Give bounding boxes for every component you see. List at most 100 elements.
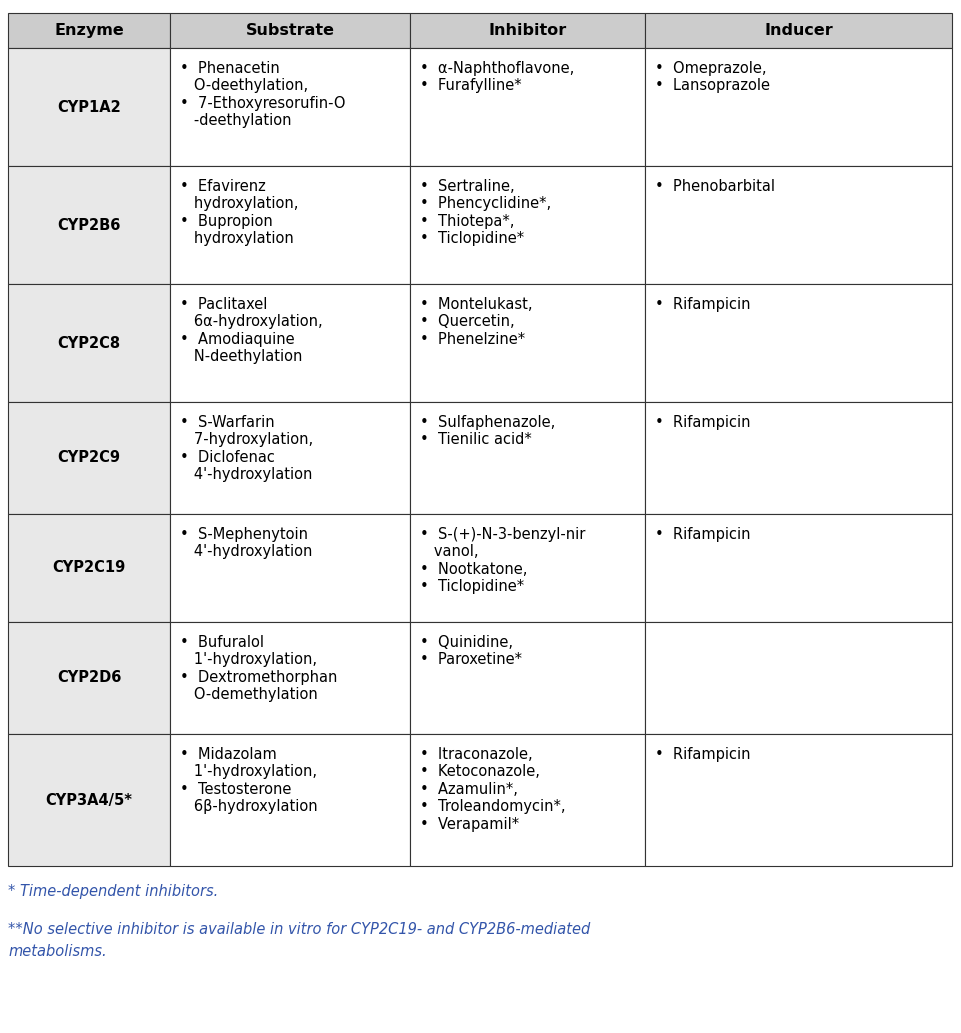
Text: •  Rifampicin: • Rifampicin xyxy=(654,296,750,312)
Text: •  Itraconazole,: • Itraconazole, xyxy=(420,747,532,761)
Bar xyxy=(170,166,409,284)
Bar xyxy=(644,734,951,866)
Text: •  Furafylline*: • Furafylline* xyxy=(420,79,521,93)
Text: •  7-Ethoxyresorufin-O: • 7-Ethoxyresorufin-O xyxy=(180,96,345,111)
Bar xyxy=(644,13,951,48)
Text: •  Ticlopidine*: • Ticlopidine* xyxy=(420,580,524,594)
Text: •  Rifampicin: • Rifampicin xyxy=(654,414,750,430)
Text: •  Amodiaquine: • Amodiaquine xyxy=(180,332,294,347)
Bar xyxy=(409,48,644,166)
Text: CYP2C8: CYP2C8 xyxy=(58,336,120,350)
Bar xyxy=(8,622,170,734)
Text: CYP1A2: CYP1A2 xyxy=(57,99,121,115)
Bar xyxy=(409,13,644,48)
Text: •  Midazolam: • Midazolam xyxy=(180,747,277,761)
Bar xyxy=(8,734,170,866)
Text: •  Quinidine,: • Quinidine, xyxy=(420,634,512,650)
Text: •  Dextromethorphan: • Dextromethorphan xyxy=(180,669,337,685)
Text: •  α-Naphthoflavone,: • α-Naphthoflavone, xyxy=(420,61,574,75)
Text: Enzyme: Enzyme xyxy=(54,23,124,38)
Bar xyxy=(644,284,951,402)
Bar xyxy=(8,514,170,622)
Text: 4'-hydroxylation: 4'-hydroxylation xyxy=(180,467,312,482)
Text: •  Omeprazole,: • Omeprazole, xyxy=(654,61,766,75)
Text: 6α-hydroxylation,: 6α-hydroxylation, xyxy=(180,314,322,330)
Text: •  S-(+)-N-3-benzyl-nir: • S-(+)-N-3-benzyl-nir xyxy=(420,527,584,541)
Bar xyxy=(644,166,951,284)
Text: •  Nootkatone,: • Nootkatone, xyxy=(420,562,527,576)
Bar xyxy=(644,514,951,622)
Text: •  Sertraline,: • Sertraline, xyxy=(420,179,514,193)
Text: 4'-hydroxylation: 4'-hydroxylation xyxy=(180,544,312,559)
Text: Inducer: Inducer xyxy=(763,23,832,38)
Text: •  Rifampicin: • Rifampicin xyxy=(654,527,750,541)
Text: metabolisms.: metabolisms. xyxy=(8,944,107,959)
Bar xyxy=(170,514,409,622)
Bar xyxy=(409,622,644,734)
Bar xyxy=(644,622,951,734)
Text: * Time-dependent inhibitors.: * Time-dependent inhibitors. xyxy=(8,884,218,899)
Text: •  Quercetin,: • Quercetin, xyxy=(420,314,514,330)
Text: •  Rifampicin: • Rifampicin xyxy=(654,747,750,761)
Text: hydroxylation: hydroxylation xyxy=(180,231,293,246)
Bar xyxy=(409,402,644,514)
Text: O-deethylation,: O-deethylation, xyxy=(180,79,308,93)
Text: •  Montelukast,: • Montelukast, xyxy=(420,296,532,312)
Text: •  Ketoconazole,: • Ketoconazole, xyxy=(420,764,539,779)
Text: Inhibitor: Inhibitor xyxy=(488,23,566,38)
Text: •  Troleandomycin*,: • Troleandomycin*, xyxy=(420,800,565,814)
Text: 6β-hydroxylation: 6β-hydroxylation xyxy=(180,800,317,814)
Bar xyxy=(170,48,409,166)
Text: CYP2C19: CYP2C19 xyxy=(52,561,126,575)
Text: •  Paclitaxel: • Paclitaxel xyxy=(180,296,267,312)
Text: •  S-Warfarin: • S-Warfarin xyxy=(180,414,274,430)
Text: •  Paroxetine*: • Paroxetine* xyxy=(420,652,522,667)
Bar xyxy=(8,48,170,166)
Bar xyxy=(8,13,170,48)
Text: •  S-Mephenytoin: • S-Mephenytoin xyxy=(180,527,308,541)
Text: •  Efavirenz: • Efavirenz xyxy=(180,179,265,193)
Bar xyxy=(170,402,409,514)
Text: •  Testosterone: • Testosterone xyxy=(180,782,291,796)
Text: N-deethylation: N-deethylation xyxy=(180,349,302,364)
Text: **No selective inhibitor is available in vitro for CYP2C19- and CYP2B6-mediated: **No selective inhibitor is available in… xyxy=(8,922,590,937)
Bar xyxy=(170,284,409,402)
Text: CYP3A4/5*: CYP3A4/5* xyxy=(45,792,133,808)
Text: O-demethylation: O-demethylation xyxy=(180,687,317,702)
Text: vanol,: vanol, xyxy=(420,544,478,559)
Text: •  Thiotepa*,: • Thiotepa*, xyxy=(420,214,514,228)
Text: CYP2B6: CYP2B6 xyxy=(58,218,120,232)
Bar xyxy=(644,48,951,166)
Text: 1'-hydroxylation,: 1'-hydroxylation, xyxy=(180,764,317,779)
Bar xyxy=(8,402,170,514)
Bar xyxy=(409,514,644,622)
Text: •  Diclofenac: • Diclofenac xyxy=(180,449,275,465)
Text: CYP2C9: CYP2C9 xyxy=(58,450,120,466)
Text: 7-hydroxylation,: 7-hydroxylation, xyxy=(180,432,312,447)
Text: Substrate: Substrate xyxy=(245,23,334,38)
Text: •  Verapamil*: • Verapamil* xyxy=(420,817,519,832)
Bar xyxy=(644,402,951,514)
Text: •  Ticlopidine*: • Ticlopidine* xyxy=(420,231,524,246)
Bar xyxy=(409,734,644,866)
Text: hydroxylation,: hydroxylation, xyxy=(180,196,298,211)
Text: •  Phencyclidine*,: • Phencyclidine*, xyxy=(420,196,551,211)
Text: •  Bupropion: • Bupropion xyxy=(180,214,273,228)
Bar xyxy=(409,284,644,402)
Text: 1'-hydroxylation,: 1'-hydroxylation, xyxy=(180,652,317,667)
Bar xyxy=(170,622,409,734)
Bar xyxy=(170,734,409,866)
Text: •  Bufuralol: • Bufuralol xyxy=(180,634,263,650)
Text: •  Phenacetin: • Phenacetin xyxy=(180,61,280,75)
Bar xyxy=(170,13,409,48)
Text: •  Sulfaphenazole,: • Sulfaphenazole, xyxy=(420,414,554,430)
Text: •  Azamulin*,: • Azamulin*, xyxy=(420,782,517,796)
Bar xyxy=(409,166,644,284)
Bar xyxy=(8,284,170,402)
Text: CYP2D6: CYP2D6 xyxy=(57,670,121,686)
Text: •  Phenobarbital: • Phenobarbital xyxy=(654,179,775,193)
Text: -deethylation: -deethylation xyxy=(180,114,291,128)
Text: •  Tienilic acid*: • Tienilic acid* xyxy=(420,432,531,447)
Text: •  Phenelzine*: • Phenelzine* xyxy=(420,332,525,347)
Bar xyxy=(8,166,170,284)
